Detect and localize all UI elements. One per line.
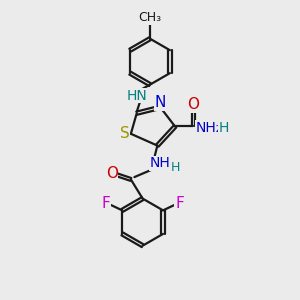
Text: H: H xyxy=(219,121,230,135)
Text: F: F xyxy=(101,196,110,211)
Text: N: N xyxy=(154,95,166,110)
Text: H: H xyxy=(170,161,180,174)
Text: NH₂: NH₂ xyxy=(196,121,222,135)
Text: NH: NH xyxy=(150,156,171,170)
Text: S: S xyxy=(119,126,129,141)
Text: CH₃: CH₃ xyxy=(138,11,162,24)
Text: O: O xyxy=(106,166,118,181)
Text: HN: HN xyxy=(126,88,147,103)
Text: O: O xyxy=(187,97,199,112)
Text: F: F xyxy=(175,196,184,211)
